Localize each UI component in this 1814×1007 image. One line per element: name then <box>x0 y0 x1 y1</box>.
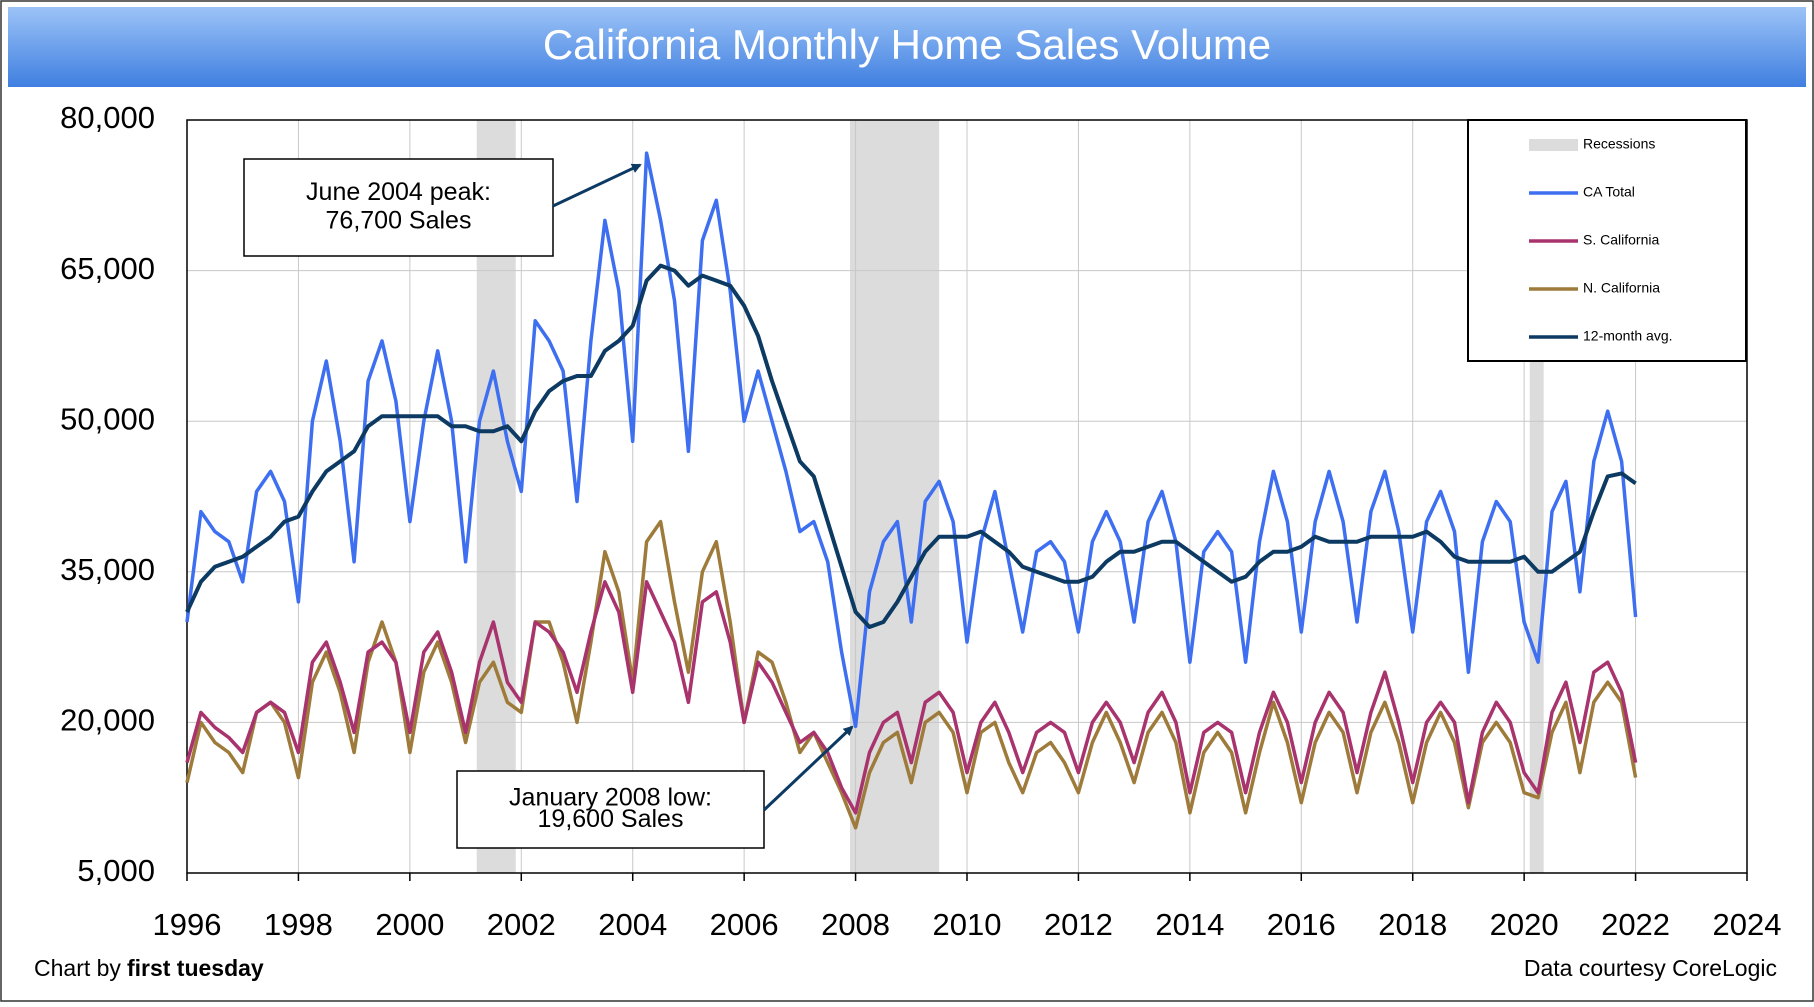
y-tick-label: 80,000 <box>60 100 155 135</box>
legend-box <box>1467 119 1747 362</box>
x-tick-label: 2010 <box>933 907 1002 942</box>
series-line <box>185 151 1638 729</box>
annotation-box <box>243 158 554 257</box>
annotation-box <box>456 770 765 849</box>
annotation-arrow <box>762 725 854 812</box>
x-tick-label: 2006 <box>710 907 779 942</box>
x-tick-label: 2016 <box>1267 907 1336 942</box>
x-tick-label: 2002 <box>487 907 556 942</box>
annotation-text: 76,700 Sales <box>326 206 472 234</box>
legend-label: Recessions <box>1583 136 1655 152</box>
plot-frame <box>186 119 1748 874</box>
y-tick-label: 20,000 <box>60 703 155 738</box>
title-bar <box>8 7 1806 87</box>
chart-title: California Monthly Home Sales Volume <box>543 21 1271 68</box>
annotation-text: June 2004 peak: <box>306 178 491 206</box>
legend-label: N. California <box>1583 280 1660 296</box>
x-tick-label: 1996 <box>153 907 222 942</box>
x-tick-label: 2024 <box>1713 907 1782 942</box>
x-tick-label: 2012 <box>1044 907 1113 942</box>
x-tick-label: 2022 <box>1601 907 1670 942</box>
annotation-text: 19,600 Sales <box>538 805 684 833</box>
credit-prefix: Chart by <box>34 955 121 981</box>
credit: Chart by first tuesday <box>34 955 264 981</box>
x-tick-label: 2004 <box>598 907 667 942</box>
series-line <box>185 263 1637 629</box>
x-tick-label: 2000 <box>375 907 444 942</box>
y-tick-label: 35,000 <box>60 552 155 587</box>
y-tick-label: 50,000 <box>60 401 155 436</box>
legend-label: CA Total <box>1583 184 1635 200</box>
x-tick-label: 2014 <box>1155 907 1224 942</box>
credit-name: first tuesday <box>127 955 264 981</box>
legend-label: S. California <box>1583 232 1659 248</box>
x-tick-label: 2018 <box>1378 907 1447 942</box>
recession-band <box>850 120 940 873</box>
y-tick-label: 65,000 <box>60 251 155 286</box>
x-tick-label: 2020 <box>1490 907 1559 942</box>
annotation-arrow <box>552 163 642 208</box>
x-tick-label: 2008 <box>821 907 890 942</box>
y-tick-label: 5,000 <box>77 853 155 888</box>
source: Data courtesy CoreLogic <box>1524 955 1777 981</box>
series-line <box>185 580 1638 815</box>
legend-label: 12-month avg. <box>1583 328 1673 344</box>
x-tick-label: 1998 <box>264 907 333 942</box>
annotation-text: January 2008 low: <box>509 783 712 811</box>
series-line <box>185 519 1638 830</box>
